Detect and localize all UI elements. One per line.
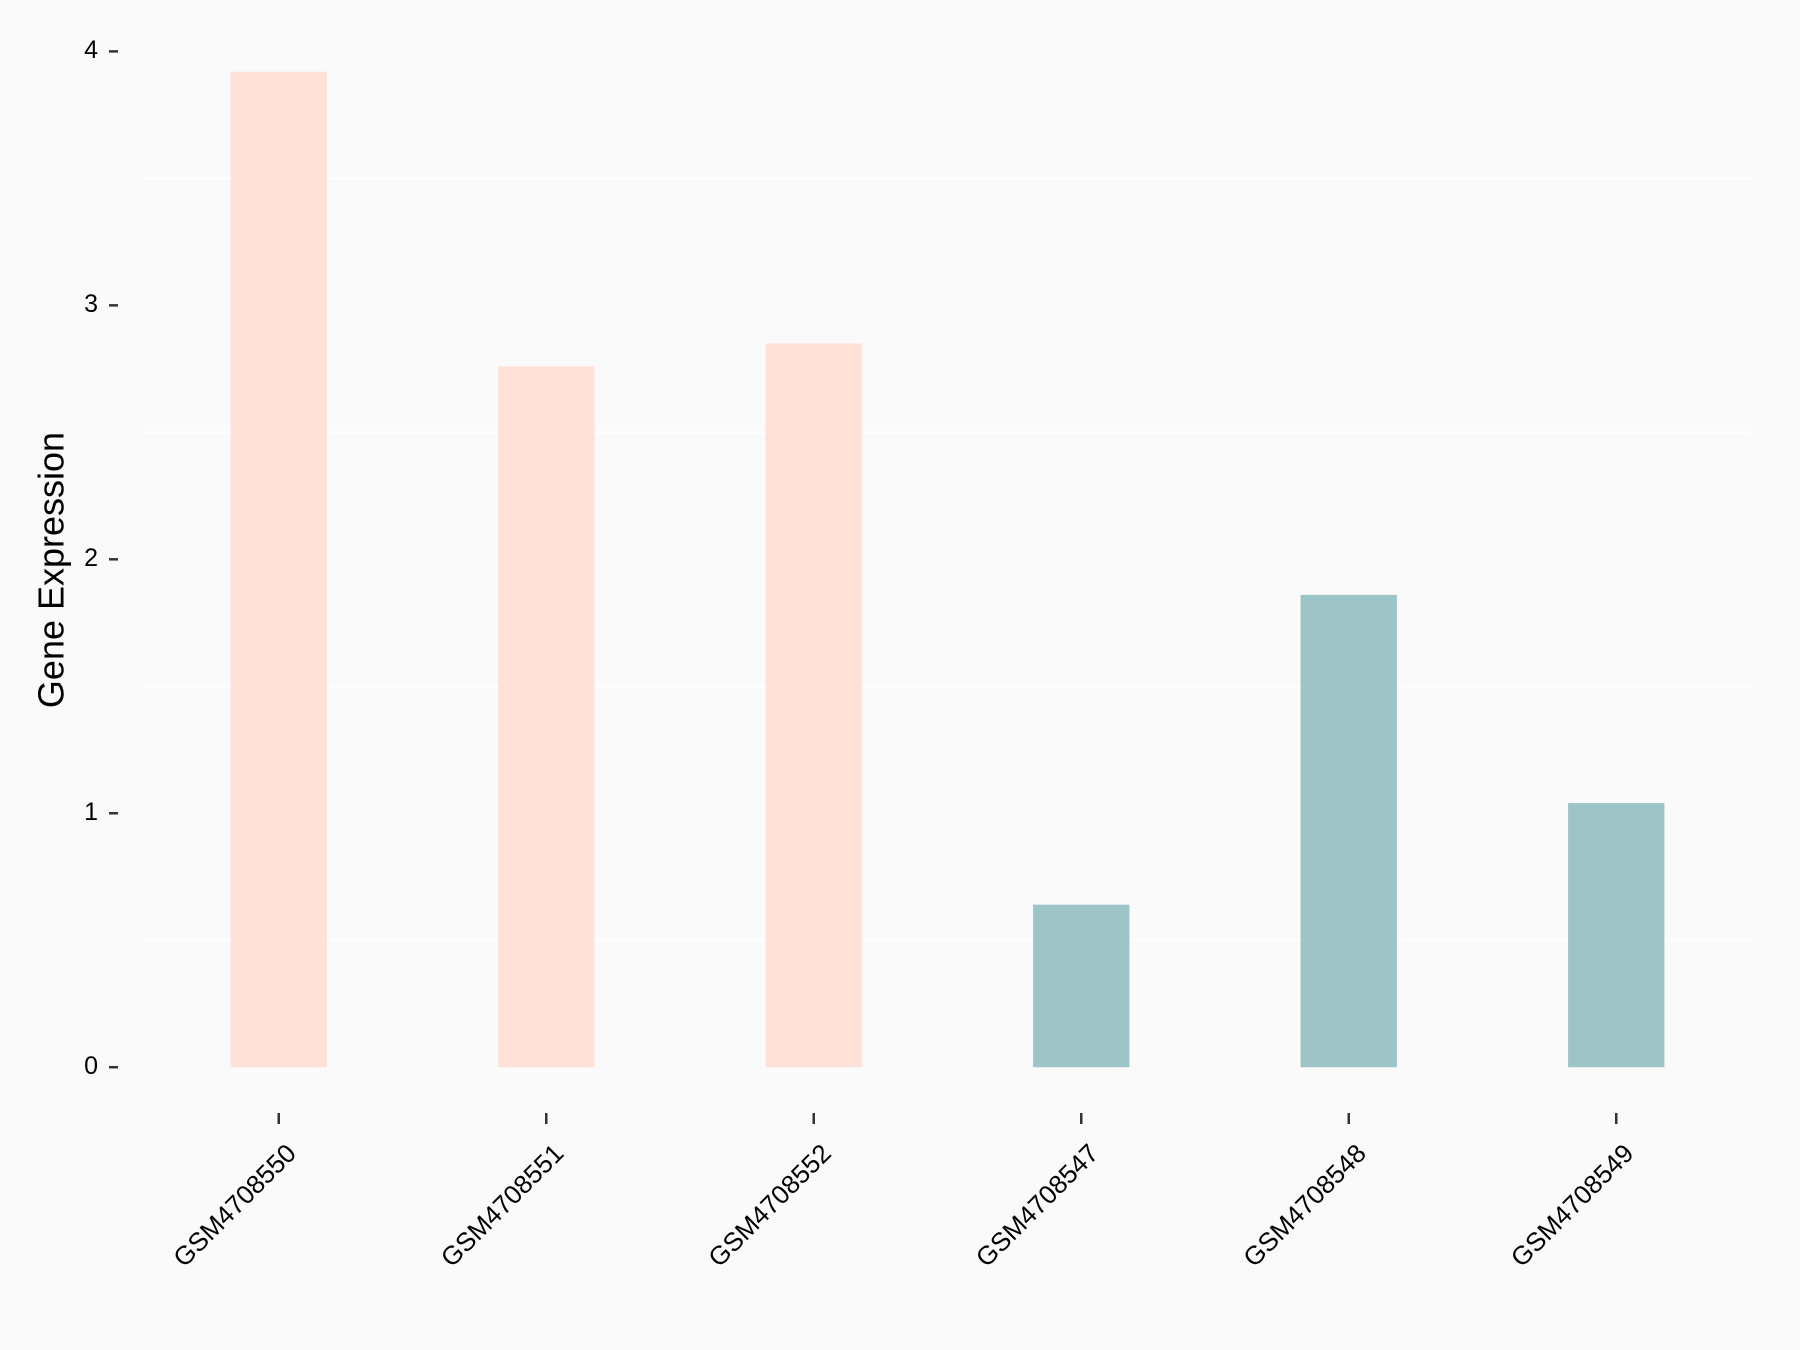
y-tick-label: 2 <box>84 544 98 572</box>
bar <box>1033 904 1130 1068</box>
y-tick-label: 1 <box>84 798 98 826</box>
bar <box>1568 803 1665 1068</box>
bar <box>1300 594 1397 1068</box>
bar <box>498 366 595 1068</box>
bar <box>765 343 862 1068</box>
y-tick-label: 3 <box>84 290 98 318</box>
y-tick-label: 4 <box>84 36 98 64</box>
y-axis-title: Gene Expression <box>31 432 72 708</box>
bar <box>230 71 327 1068</box>
y-tick-label: 0 <box>84 1052 98 1080</box>
